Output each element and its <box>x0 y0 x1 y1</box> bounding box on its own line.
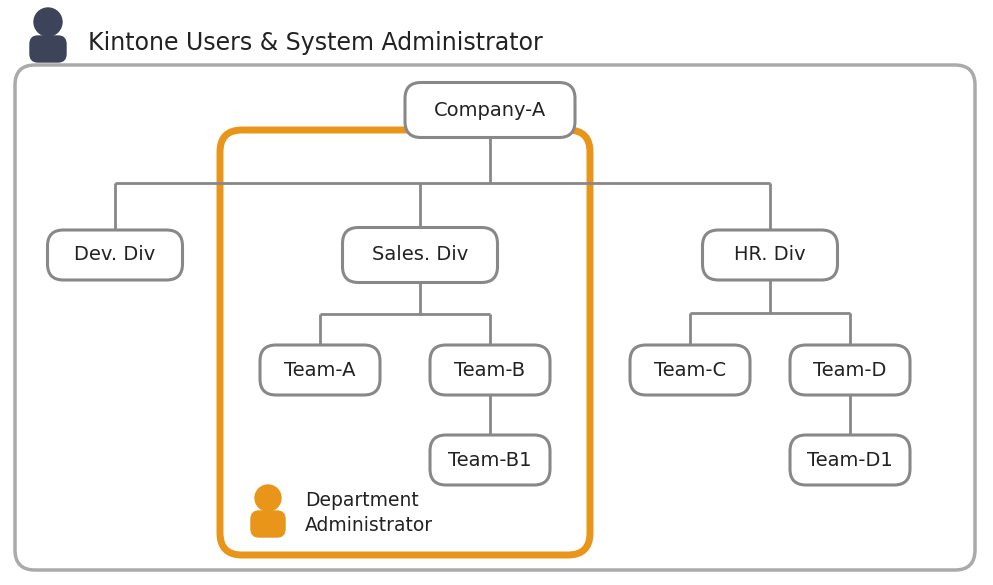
Circle shape <box>34 8 62 36</box>
FancyBboxPatch shape <box>430 435 550 485</box>
FancyBboxPatch shape <box>405 82 575 137</box>
Circle shape <box>255 485 281 511</box>
FancyBboxPatch shape <box>702 230 837 280</box>
Text: Team-A: Team-A <box>284 360 355 380</box>
Text: HR. Div: HR. Div <box>734 246 805 264</box>
Text: Team-B1: Team-B1 <box>448 450 531 470</box>
Text: Team-D: Team-D <box>813 360 887 380</box>
Text: Dev. Div: Dev. Div <box>74 246 156 264</box>
Text: Team-C: Team-C <box>654 360 726 380</box>
Text: Team-B: Team-B <box>455 360 525 380</box>
FancyBboxPatch shape <box>343 228 497 283</box>
FancyBboxPatch shape <box>790 435 910 485</box>
FancyBboxPatch shape <box>630 345 750 395</box>
FancyBboxPatch shape <box>48 230 183 280</box>
FancyBboxPatch shape <box>220 130 590 555</box>
FancyBboxPatch shape <box>30 36 66 62</box>
Text: Kintone Users & System Administrator: Kintone Users & System Administrator <box>88 31 543 55</box>
FancyBboxPatch shape <box>251 511 285 537</box>
Text: Department
Administrator: Department Administrator <box>305 491 433 535</box>
FancyBboxPatch shape <box>790 345 910 395</box>
FancyBboxPatch shape <box>260 345 380 395</box>
Text: Team-D1: Team-D1 <box>807 450 893 470</box>
Text: Company-A: Company-A <box>434 101 546 119</box>
FancyBboxPatch shape <box>15 65 975 570</box>
Text: Sales. Div: Sales. Div <box>371 246 468 264</box>
FancyBboxPatch shape <box>430 345 550 395</box>
